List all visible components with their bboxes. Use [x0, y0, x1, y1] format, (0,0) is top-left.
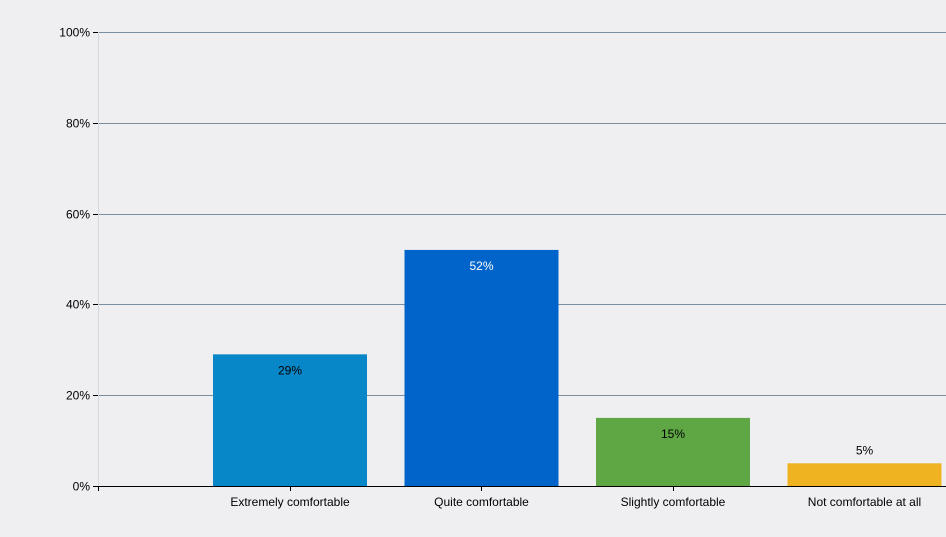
- y-axis: 0% 20% 40% 60% 80% 100%: [59, 26, 99, 494]
- y-tick-label: 0%: [73, 480, 91, 494]
- x-tick-label: Quite comfortable: [434, 495, 529, 509]
- y-tick-label: 60%: [66, 208, 90, 222]
- data-label: 52%: [469, 259, 493, 273]
- x-tick-label: Extremely comfortable: [230, 495, 350, 509]
- y-tick-label: 100%: [59, 26, 90, 40]
- data-label: 15%: [661, 427, 685, 441]
- bar: [404, 249, 559, 486]
- y-tick-label: 20%: [66, 389, 90, 403]
- x-tick-label: Slightly comfortable: [621, 495, 726, 509]
- bars: [213, 249, 942, 486]
- data-labels: 29% 52% 15% 5%: [278, 259, 874, 457]
- data-label: 29%: [278, 363, 302, 377]
- y-tick-label: 40%: [66, 298, 90, 312]
- x-tick-label: Not comfortable at all: [808, 495, 921, 509]
- data-label: 5%: [856, 443, 874, 457]
- y-tick-label: 80%: [66, 117, 90, 131]
- bar: [213, 354, 367, 486]
- bar: [596, 417, 750, 486]
- bar: [787, 463, 942, 486]
- x-axis: Extremely comfortable Quite comfortable Sl…: [98, 486, 946, 509]
